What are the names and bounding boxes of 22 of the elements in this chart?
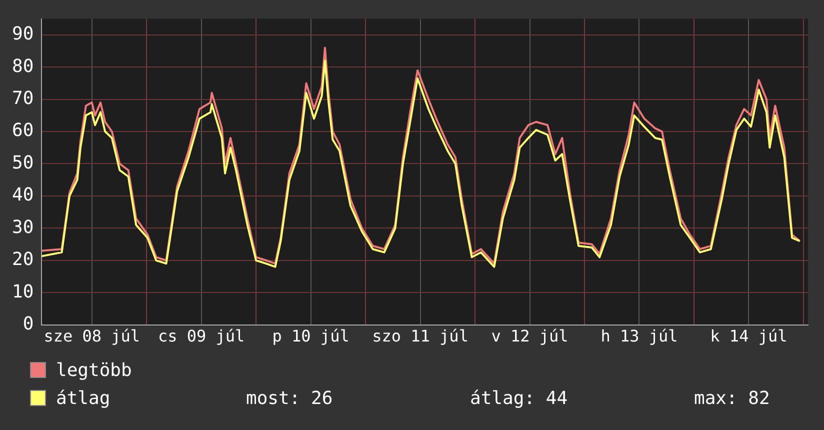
x-tick-label: szo 11 júl <box>372 326 468 346</box>
legend-label: legtöbb <box>56 360 133 380</box>
x-tick-label: sze 08 júl <box>44 326 140 346</box>
text: max: 82 <box>694 388 771 408</box>
x-tick-label: cs 09 júl <box>158 326 245 346</box>
x-tick-label: h 13 júl <box>600 326 678 346</box>
x-tick-label: k 14 júl <box>710 326 788 346</box>
y-tick-label: 0 <box>22 313 34 334</box>
x-tick-label: v 12 júl <box>491 326 568 346</box>
y-tick-label: 70 <box>12 88 34 109</box>
y-tick-label: 90 <box>12 24 34 45</box>
y-tick-label: 10 <box>12 281 34 302</box>
y-tick-label: 60 <box>12 120 34 142</box>
text: most: 26 <box>246 388 334 408</box>
y-tick-label: 40 <box>12 184 34 206</box>
legend-label: átlag <box>56 388 112 408</box>
y-tick-label: 30 <box>12 216 34 238</box>
text: átlag: 44 <box>470 388 569 408</box>
y-tick-label: 80 <box>12 56 34 77</box>
x-tick-label: p 10 júl <box>272 326 350 346</box>
y-tick-label: 50 <box>12 152 34 174</box>
y-tick-label: 20 <box>12 249 34 270</box>
